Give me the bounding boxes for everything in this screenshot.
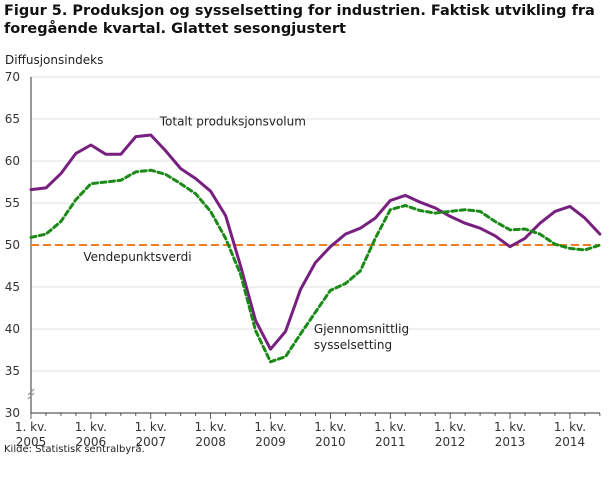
x-tick-label-2010: 1. kv. xyxy=(314,420,346,434)
x-tick-label-2011: 1. kv. xyxy=(374,420,406,434)
y-tick-label-35: 35 xyxy=(5,364,20,378)
x-tick-year-2010: 2010 xyxy=(315,435,346,449)
x-tick-label-2009: 1. kv. xyxy=(254,420,286,434)
annotations-group: Totalt produksjonsvolum Vendepunktsverdi G… xyxy=(83,115,409,352)
x-tick-year-2011: 2011 xyxy=(375,435,406,449)
x-tick-label-2014: 1. kv. xyxy=(554,420,586,434)
y-tick-label-60: 60 xyxy=(5,154,20,168)
x-tick-label-2008: 1. kv. xyxy=(195,420,227,434)
y-tick-label-45: 45 xyxy=(5,280,20,294)
x-tick-year-2012: 2012 xyxy=(435,435,466,449)
x-tick-year-2008: 2008 xyxy=(195,435,226,449)
y-axis-label: Diffusjonsindeks xyxy=(5,53,103,67)
figure-title-line-2: foregående kvartal. Glattet sesongjuster… xyxy=(4,21,346,37)
y-tick-label-55: 55 xyxy=(5,196,20,210)
x-tick-year-2006: 2006 xyxy=(76,435,107,449)
x-tick-year-2007: 2007 xyxy=(135,435,166,449)
series-line-sysselsetting xyxy=(29,168,602,364)
figure-title: Figur 5. Produksjon og sysselsetting for… xyxy=(4,2,604,38)
annotation-3: sysselsetting xyxy=(314,338,392,352)
annotation-1: Vendepunktsverdi xyxy=(83,250,191,264)
axis-break-mark xyxy=(27,388,35,400)
x-tick-year-2014: 2014 xyxy=(555,435,586,449)
y-tick-label-70: 70 xyxy=(5,70,20,84)
y-tick-label-40: 40 xyxy=(5,322,20,336)
figure-title-line-1: Figur 5. Produksjon og sysselsetting for… xyxy=(4,3,595,19)
series-line-produksjonsvolum xyxy=(29,133,602,351)
y-axis-ticks: 30 35 40 45 50 55 60 65 70 xyxy=(5,70,20,420)
x-tick-label-2007: 1. kv. xyxy=(135,420,167,434)
annotation-2: Gjennomsnittlig xyxy=(314,322,409,336)
x-tick-label-2005: 1. kv. xyxy=(15,420,47,434)
x-tick-label-2012: 1. kv. xyxy=(434,420,466,434)
annotation-0: Totalt produksjonsvolum xyxy=(159,115,306,129)
x-tick-label-2006: 1. kv. xyxy=(75,420,107,434)
x-tick-year-2009: 2009 xyxy=(255,435,286,449)
y-tick-label-65: 65 xyxy=(5,112,20,126)
x-tick-year-2013: 2013 xyxy=(495,435,526,449)
y-tick-label-50: 50 xyxy=(5,238,20,252)
x-tick-year-2005: 2005 xyxy=(16,435,47,449)
y-tick-label-30: 30 xyxy=(5,406,20,420)
x-tick-label-2013: 1. kv. xyxy=(494,420,526,434)
series-group xyxy=(29,133,602,364)
source-note: Kilde: Statistisk sentralbyrå. xyxy=(4,444,145,455)
